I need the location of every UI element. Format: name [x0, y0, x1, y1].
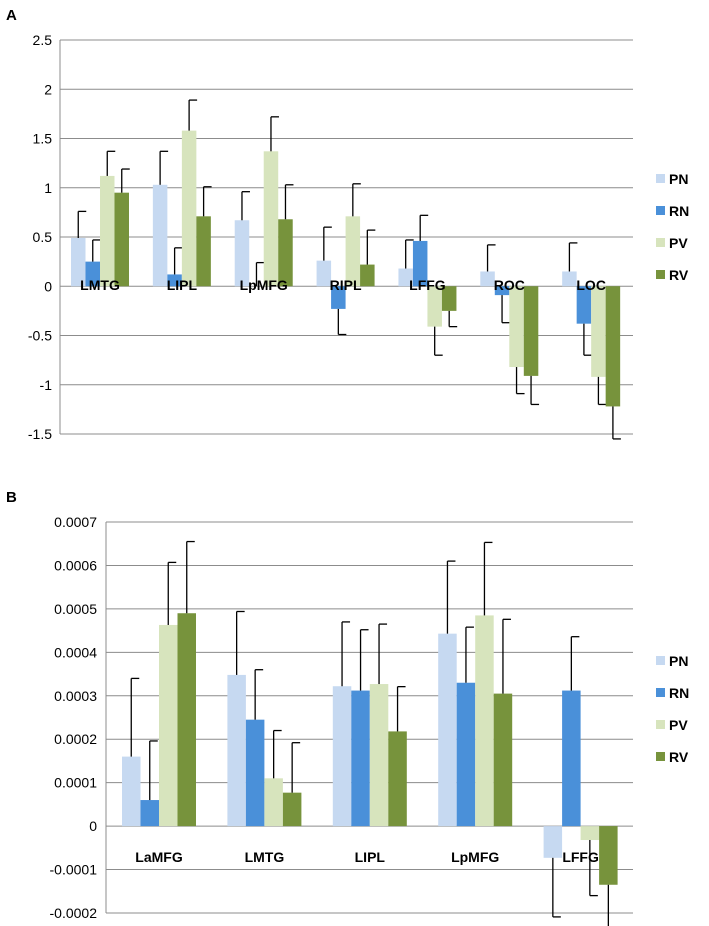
- panel-b-bar-rv-lamfg: [177, 613, 196, 827]
- panel-a-ytick-label: 1.5: [33, 131, 53, 147]
- panel-a-ytick-label: -1: [40, 377, 53, 393]
- panel-a-bar-rn-lffg: [412, 240, 428, 287]
- panel-b-ytick-label: 0.0002: [54, 731, 97, 747]
- panel-a-legend-swatch-rn: [656, 206, 665, 215]
- panel-a-bar-rn-ripl: [331, 286, 346, 309]
- panel-a-bar-pn-loc: [562, 271, 577, 287]
- panel-a-label: A: [6, 7, 17, 24]
- panel-b-ytick-label: 0.0001: [54, 775, 97, 791]
- panel-a-bar-pn-lmtg: [71, 237, 86, 287]
- panel-b-bar-pv-lipl: [369, 684, 389, 827]
- panel-b-ytick-label: 0.0007: [54, 514, 97, 530]
- panel-a-ytick-label: 2: [44, 81, 52, 97]
- panel-a-category-label: LpMFG: [240, 277, 288, 293]
- panel-a-ytick-label: 1: [44, 180, 52, 196]
- panel-b-bar-pv-lffg: [580, 826, 600, 841]
- panel-b-category-label: LpMFG: [451, 849, 499, 865]
- panel-a-bar-rn-roc: [494, 286, 510, 296]
- panel-a-bar-rv-lpmfg: [278, 219, 293, 287]
- panel-b-legend-swatch-pv: [656, 720, 665, 729]
- panel-a-bar-pn-lpmfg: [234, 220, 250, 287]
- panel-a-bar-rv-lipl: [196, 216, 211, 287]
- panel-b-legend-label-rv: RV: [669, 749, 689, 765]
- panel-a-bar-pv-roc: [509, 286, 524, 368]
- panel-a-ytick-label: 2.5: [33, 32, 53, 48]
- panel-b-bar-pn-lamfg: [122, 756, 141, 827]
- panel-b-category-label: LFFG: [562, 849, 599, 865]
- panel-b-ytick-label: -0.0001: [50, 862, 98, 878]
- panel-b-bar-rv-lipl: [388, 731, 407, 827]
- panel-a-bar-pv-ripl: [345, 216, 361, 287]
- panel-a-ytick-label: -0.5: [28, 328, 52, 344]
- panel-a-bar-rv-roc: [523, 286, 539, 376]
- panel-b-legend-label-pn: PN: [669, 653, 688, 669]
- panel-a-bar-rn-lmtg: [85, 261, 100, 287]
- panel-a-bar-pv-lpmfg: [263, 151, 279, 287]
- panel-a-bar-pv-loc: [591, 286, 606, 377]
- panel-b-ytick-label: 0: [89, 818, 97, 834]
- panel-b-bar-rv-lffg: [599, 826, 618, 885]
- panel-a-legend-swatch-rv: [656, 270, 665, 279]
- panel-a-legend-label-pv: PV: [669, 235, 688, 251]
- panel-a-ytick-label: 0.5: [33, 229, 53, 245]
- panel-b-ytick-label: 0.0005: [54, 601, 97, 617]
- panel-a-legend-label-rv: RV: [669, 267, 689, 283]
- panel-b-ytick-label: -0.0002: [50, 905, 98, 921]
- panel-a-category-label: LIPL: [167, 277, 198, 293]
- panel-b-bar-rn-lpmfg: [456, 682, 476, 827]
- panel-b-bar-rn-lamfg: [140, 800, 159, 827]
- panel-b-ytick-label: 0.0006: [54, 557, 97, 573]
- panel-b-legend-swatch-rn: [656, 688, 665, 697]
- panel-b-bar-rn-lffg: [562, 690, 581, 827]
- panel-b-category-label: LaMFG: [135, 849, 183, 865]
- panel-b-bar-pv-lamfg: [159, 624, 178, 827]
- panel-b-category-label: LIPL: [355, 849, 386, 865]
- panel-a-legend-swatch-pv: [656, 238, 665, 247]
- panel-b-bar-rn-lmtg: [245, 719, 265, 827]
- panel-a-category-label: RIPL: [330, 277, 362, 293]
- panel-a-bar-pn-roc: [480, 271, 495, 287]
- panel-a-legend-swatch-pn: [656, 174, 665, 183]
- panel-b-label: B: [6, 489, 17, 506]
- panel-b-legend-label-pv: PV: [669, 717, 688, 733]
- panel-a-category-label: LFFG: [409, 277, 446, 293]
- panel-a-bar-pv-lmtg: [100, 175, 115, 287]
- panel-a-category-label: LOC: [576, 277, 606, 293]
- panel-b-bar-pn-lmtg: [227, 674, 246, 827]
- panel-b-category-label: LMTG: [245, 849, 285, 865]
- panel-a-ytick-label: -1.5: [28, 426, 52, 442]
- panel-b-bar-rv-lmtg: [282, 792, 302, 827]
- panel-b-ytick-label: 0.0003: [54, 688, 97, 704]
- panel-b-bar-pn-lipl: [332, 686, 352, 827]
- panel-a-bar-pn-ripl: [316, 260, 332, 287]
- panel-b-bar-pn-lpmfg: [438, 633, 457, 827]
- panel-b-bar-rv-lpmfg: [493, 693, 513, 827]
- panel-a-bar-rn-loc: [576, 286, 592, 324]
- panel-a-bar-rv-loc: [605, 286, 621, 407]
- panel-b-legend-swatch-rv: [656, 752, 665, 761]
- panel-a-category-label: ROC: [494, 277, 525, 293]
- panel-a-ytick-label: 0: [44, 278, 52, 294]
- panel-b-bar-pn-lffg: [543, 826, 563, 858]
- panel-a-bar-pv-lipl: [181, 130, 197, 287]
- panel-b-ytick-label: 0.0004: [54, 644, 97, 660]
- panel-a-bar-rn-lipl: [167, 274, 182, 287]
- panel-b-legend-swatch-pn: [656, 656, 665, 665]
- panel-a-category-label: LMTG: [80, 277, 120, 293]
- panel-a-legend-label-rn: RN: [669, 203, 689, 219]
- panel-a-legend-label-pn: PN: [669, 171, 688, 187]
- panel-b-legend-label-rn: RN: [669, 685, 689, 701]
- panel-b-bar-pv-lpmfg: [475, 615, 494, 827]
- panel-a-bar-rv-lmtg: [114, 192, 129, 287]
- panel-a-bar-rv-ripl: [360, 264, 375, 287]
- panel-b-bar-rn-lipl: [351, 690, 370, 827]
- panel-a-bar-rv-lffg: [441, 286, 457, 311]
- panel-b-bar-pv-lmtg: [264, 778, 283, 827]
- panel-a-bar-pn-lipl: [152, 184, 168, 287]
- panel-a-bar-pv-lffg: [427, 286, 442, 327]
- panel-a-bar-pn-lffg: [398, 268, 413, 287]
